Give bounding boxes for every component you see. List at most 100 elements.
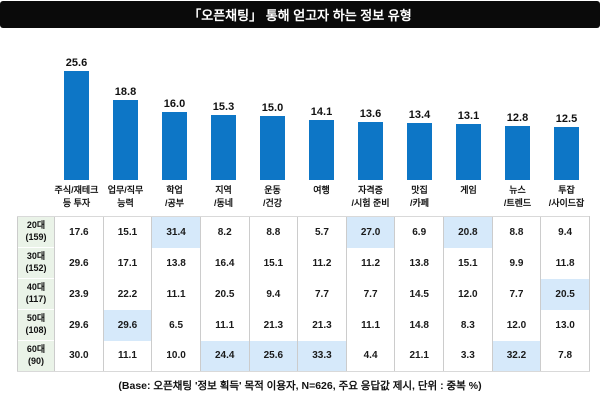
bar-category-label: 자격증 /시험 준비 <box>351 185 390 209</box>
bar <box>260 116 285 180</box>
table-cell: 8.3 <box>443 309 493 341</box>
bar <box>162 111 187 180</box>
table-row: 30대 (152) 29.6 17.1 13.8 16.4 15.1 11.2 11.2 13.8… <box>17 247 590 279</box>
bar-category-label: 업무/직무 능력 <box>107 185 144 209</box>
bar-column: 13.6 자격증 /시험 준비 <box>346 38 395 212</box>
table-cell: 7.7 <box>345 278 395 310</box>
row-header-base: (152) <box>25 263 47 273</box>
bar-column: 25.6 주식/재테크 등 투자 <box>52 38 101 212</box>
table-cell: 20.5 <box>199 278 249 310</box>
bar-category-label: 주식/재테크 등 투자 <box>54 185 99 209</box>
row-header: 50대 (108) <box>17 309 55 341</box>
bar-chart: 25.6 주식/재테크 등 투자 18.8 업무/직무 능력 16.0 학업 /공부 15.… <box>52 38 591 212</box>
bar-category-label: 운동 /건강 <box>262 185 283 209</box>
bar-value-label: 18.8 <box>114 85 137 98</box>
bar-category-label: 투잡 /사이드잡 <box>548 185 585 209</box>
bar <box>309 119 334 180</box>
table-cell: 17.6 <box>54 216 104 248</box>
row-header-age: 60대 <box>26 344 46 355</box>
bar-value-label: 12.5 <box>555 112 578 125</box>
table-cell: 11.2 <box>297 247 347 279</box>
table-cell: 33.3 <box>297 340 347 372</box>
table-cell: 5.7 <box>297 216 347 248</box>
table-cell: 6.9 <box>394 216 444 248</box>
bar-plot-area: 13.1 <box>456 38 481 180</box>
row-header-age: 20대 <box>26 220 46 231</box>
table-cell: 7.7 <box>491 278 541 310</box>
bar-plot-area: 16.0 <box>162 38 187 180</box>
table-cell: 9.9 <box>491 247 541 279</box>
bar-category-label: 여행 <box>313 185 330 195</box>
bar-value-label: 14.1 <box>310 105 333 118</box>
table-cell: 13.8 <box>151 247 201 279</box>
table-cell: 8.8 <box>491 216 541 248</box>
table-cell: 9.4 <box>540 216 590 248</box>
table-cell: 29.6 <box>54 309 104 341</box>
table-cell: 20.5 <box>540 278 590 310</box>
table-cell: 15.1 <box>443 247 493 279</box>
table-cell: 16.4 <box>199 247 249 279</box>
table-cell: 20.8 <box>443 216 493 248</box>
table-cell: 29.6 <box>54 247 104 279</box>
table-cell: 12.0 <box>443 278 493 310</box>
bar-plot-area: 12.5 <box>554 38 579 180</box>
table-cell: 11.1 <box>345 309 395 341</box>
table-cell: 7.7 <box>297 278 347 310</box>
bar-value-label: 25.6 <box>65 56 88 69</box>
row-header-age: 40대 <box>26 282 46 293</box>
table-cell: 15.1 <box>248 247 298 279</box>
table-cell: 6.5 <box>151 309 201 341</box>
table-cell: 11.1 <box>102 340 152 372</box>
bar <box>64 70 89 180</box>
row-header-base: (159) <box>25 232 47 242</box>
bar-category-label: 뉴스 /트렌드 <box>503 185 532 209</box>
table-cell: 11.1 <box>199 309 249 341</box>
bar-plot-area: 15.3 <box>211 38 236 180</box>
bar <box>505 125 530 180</box>
bar-value-label: 15.0 <box>261 102 284 115</box>
table-cell: 32.2 <box>491 340 541 372</box>
row-header: 60대 (90) <box>17 340 55 372</box>
bar <box>358 122 383 180</box>
table-cell: 11.2 <box>345 247 395 279</box>
page-title: 「오픈채팅」 통해 얻고자 하는 정보 유형 <box>188 8 412 23</box>
bar-column: 12.5 투잡 /사이드잡 <box>542 38 591 212</box>
bar-plot-area: 13.4 <box>407 38 432 180</box>
table-cell: 29.6 <box>102 309 152 341</box>
table-row: 60대 (90) 30.0 11.1 10.0 24.4 25.6 33.3 4.4 21.1 3.… <box>17 340 590 372</box>
age-breakdown-table-body: 20대 (159) 17.6 15.1 31.4 8.2 8.8 5.7 27.0 6.9 20.8… <box>17 216 590 372</box>
bar-plot-area: 15.0 <box>260 38 285 180</box>
bar <box>456 124 481 180</box>
base-note: (Base: 오픈채팅 '정보 획득' 목적 이용자, N=626, 주요 응답… <box>118 380 482 392</box>
bar-column: 12.8 뉴스 /트렌드 <box>493 38 542 212</box>
table-cell: 13.8 <box>394 247 444 279</box>
table-cell: 21.1 <box>394 340 444 372</box>
table-cell: 25.6 <box>248 340 298 372</box>
table-cell: 27.0 <box>345 216 395 248</box>
bar-value-label: 12.8 <box>506 111 529 124</box>
bar-value-label: 13.4 <box>408 108 431 121</box>
table-cell: 23.9 <box>54 278 104 310</box>
bar <box>554 126 579 180</box>
bar-column: 15.0 운동 /건강 <box>248 38 297 212</box>
bar-column: 13.1 게임 <box>444 38 493 212</box>
title-bar: 「오픈채팅」 통해 얻고자 하는 정보 유형 <box>0 1 600 28</box>
bar-category-label: 지역 /동네 <box>213 185 234 209</box>
table-cell: 24.4 <box>199 340 249 372</box>
table-cell: 11.8 <box>540 247 590 279</box>
bar-plot-area: 12.8 <box>505 38 530 180</box>
row-header-age: 30대 <box>26 251 46 262</box>
table-row: 40대 (117) 23.9 22.2 11.1 20.5 9.4 7.7 7.7 14.5 12.… <box>17 278 590 310</box>
bar-column: 15.3 지역 /동네 <box>199 38 248 212</box>
bar-plot-area: 14.1 <box>309 38 334 180</box>
table-cell: 9.4 <box>248 278 298 310</box>
bar-column: 18.8 업무/직무 능력 <box>101 38 150 212</box>
table-cell: 13.0 <box>540 309 590 341</box>
row-header: 40대 (117) <box>17 278 55 310</box>
table-cell: 21.3 <box>297 309 347 341</box>
table-cell: 10.0 <box>151 340 201 372</box>
table-cell: 30.0 <box>54 340 104 372</box>
table-cell: 8.8 <box>248 216 298 248</box>
bar <box>211 114 236 180</box>
